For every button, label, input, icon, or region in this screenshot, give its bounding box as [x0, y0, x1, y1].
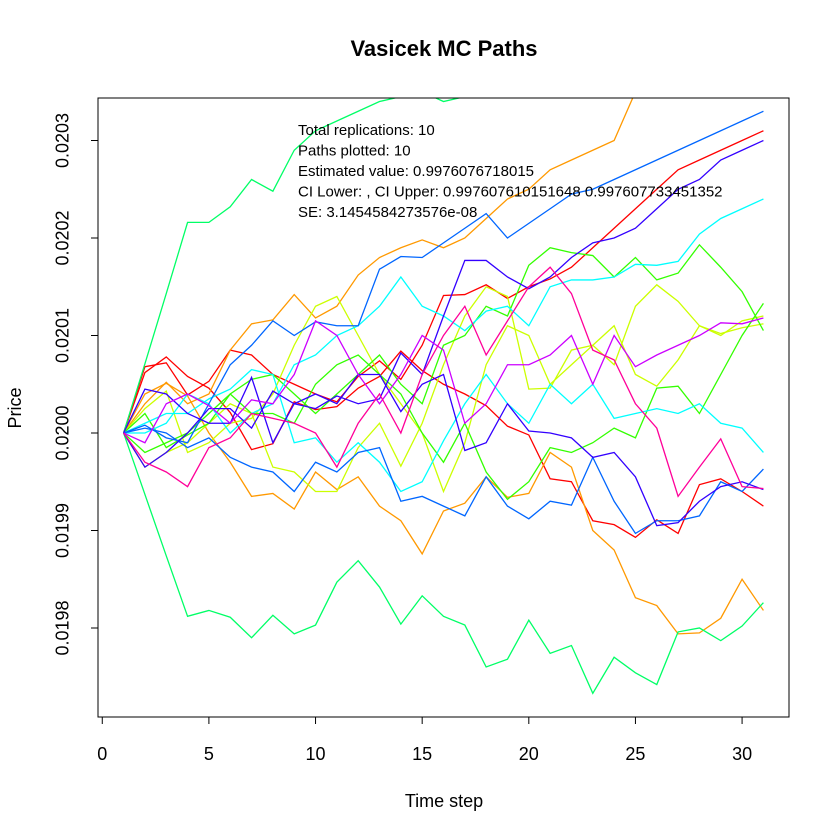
series-line: [123, 266, 764, 498]
series-line: [123, 373, 764, 527]
plot-lines: [122, 98, 764, 695]
y-tick-label: 0.0198: [53, 600, 73, 655]
annotation: Paths plotted: 10: [298, 142, 411, 159]
annotation: Total replications: 10: [298, 122, 435, 139]
y-tick-label: 0.0200: [53, 405, 73, 460]
series-line: [122, 98, 462, 434]
x-tick-label: 10: [306, 744, 326, 764]
x-tick-label: 5: [204, 744, 214, 764]
x-tick-label: 15: [412, 744, 432, 764]
x-axis-label: Time step: [405, 791, 483, 811]
series-line: [123, 317, 764, 444]
x-tick-label: 30: [732, 744, 752, 764]
y-tick-label: 0.0202: [53, 210, 73, 265]
series-line: [123, 139, 764, 469]
series-line: [123, 98, 634, 434]
y-axis-label: Price: [5, 387, 25, 428]
x-tick-label: 20: [519, 744, 539, 764]
annotation: SE: 3.1454584273576e-08: [298, 204, 477, 221]
annotation: CI Lower: , CI Upper: 0.997607610151648 …: [298, 183, 723, 200]
series-line: [123, 243, 764, 449]
chart-title: Vasicek MC Paths: [350, 36, 537, 61]
series-line: [123, 368, 764, 493]
x-tick-label: 25: [625, 744, 645, 764]
series-line: [122, 432, 764, 695]
series-line: [123, 285, 764, 493]
series-line: [123, 382, 764, 635]
series-line: [123, 302, 764, 501]
annotation: Estimated value: 0.9976076718015: [298, 163, 534, 180]
series-line: [122, 350, 764, 539]
series-line: [123, 427, 764, 535]
series-line: [123, 110, 764, 444]
y-tick-label: 0.0199: [53, 503, 73, 558]
y-tick-label: 0.0201: [53, 308, 73, 363]
y-tick-label: 0.0203: [53, 113, 73, 168]
x-tick-label: 0: [97, 744, 107, 764]
